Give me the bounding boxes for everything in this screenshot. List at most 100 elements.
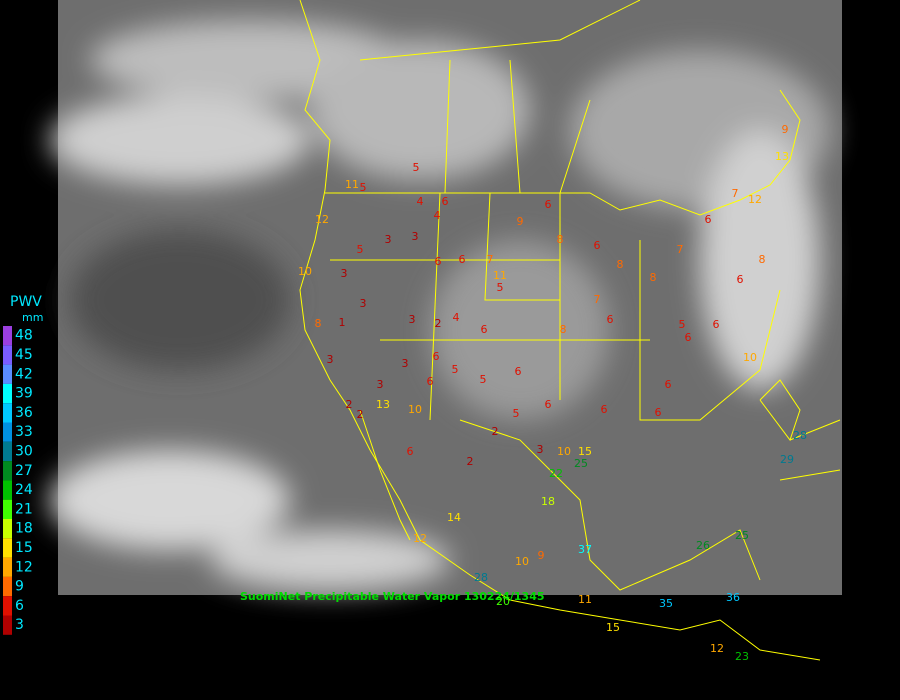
station-value: 2 — [492, 425, 499, 438]
boundaries — [299, 0, 841, 661]
station-value: 20 — [496, 595, 510, 608]
station-value: 11 — [578, 593, 592, 606]
legend-swatch — [3, 615, 12, 635]
station-value: 6 — [459, 253, 466, 266]
legend-swatch — [3, 480, 12, 500]
legend-label: 33 — [15, 424, 33, 440]
station-value: 6 — [433, 350, 440, 363]
station-value: 25 — [574, 457, 588, 470]
station-value: 18 — [541, 495, 555, 508]
station-value: 10 — [298, 265, 312, 278]
station-value: 6 — [601, 403, 608, 416]
station-value: 35 — [659, 597, 673, 610]
station-value: 6 — [545, 398, 552, 411]
legend-swatch — [3, 576, 12, 597]
station-value: 6 — [427, 375, 434, 388]
station-value: 6 — [737, 273, 744, 286]
legend-title: PWV — [10, 294, 42, 310]
legend-swatch — [3, 326, 12, 346]
clouds — [50, 20, 830, 590]
station-value: 3 — [402, 357, 409, 370]
station-value: 13 — [775, 150, 789, 163]
station-value: 3 — [385, 233, 392, 246]
legend-swatch — [3, 383, 12, 404]
station-value: 10 — [515, 555, 529, 568]
station-value: 7 — [487, 253, 494, 266]
station-value: 12 — [413, 532, 427, 545]
legend-swatch — [3, 499, 12, 519]
legend-label: 3 — [15, 617, 24, 633]
legend-label: 27 — [15, 463, 33, 479]
station-value: 9 — [517, 215, 524, 228]
station-value: 9 — [538, 549, 545, 562]
legend-label: 30 — [15, 443, 33, 459]
station-value: 10 — [743, 351, 757, 364]
station-value: 22 — [549, 467, 563, 480]
legend-label: 45 — [15, 347, 33, 363]
legend-unit: mm — [22, 311, 43, 324]
station-value: 2 — [467, 455, 474, 468]
station-value: 14 — [447, 511, 461, 524]
station-value: 5 — [480, 373, 487, 386]
station-value: 11 — [345, 178, 359, 191]
station-value: 29 — [780, 453, 794, 466]
station-value: 13 — [376, 398, 390, 411]
station-value: 3 — [409, 313, 416, 326]
station-value: 5 — [357, 243, 364, 256]
station-value: 6 — [407, 445, 414, 458]
station-value: 23 — [735, 650, 749, 663]
station-value: 28 — [474, 571, 488, 584]
legend-swatch — [3, 345, 12, 365]
station-value: 26 — [696, 539, 710, 552]
station-value: 7 — [677, 243, 684, 256]
station-value: 3 — [537, 443, 544, 456]
station-value: 2 — [435, 317, 442, 330]
station-value: 5 — [413, 161, 420, 174]
station-value: 5 — [497, 281, 504, 294]
station-value: 3 — [360, 297, 367, 310]
station-value: 15 — [578, 445, 592, 458]
station-value: 3 — [327, 353, 334, 366]
station-value: 25 — [735, 529, 749, 542]
legend-swatch — [3, 519, 12, 539]
station-value: 2 — [357, 408, 364, 421]
legend-swatch — [3, 557, 12, 577]
caption: SuomiNet Precipitable Water Vapor 130224… — [240, 590, 545, 603]
station-value: 5 — [360, 181, 367, 194]
station-value: 3 — [377, 378, 384, 391]
station-value: 6 — [607, 313, 614, 326]
station-value: 4 — [453, 311, 460, 324]
legend-swatch — [3, 422, 12, 442]
station-value: 5 — [513, 407, 520, 420]
station-value: 37 — [578, 543, 592, 556]
legend-label: 42 — [15, 366, 33, 382]
legend-label: 24 — [15, 482, 33, 498]
station-value: 12 — [315, 213, 329, 226]
station-value: 12 — [710, 642, 724, 655]
station-value: 8 — [759, 253, 766, 266]
station-value: 6 — [481, 323, 488, 336]
station-value: 36 — [726, 591, 740, 604]
legend-label: 15 — [15, 540, 33, 556]
legend-swatch — [3, 441, 12, 462]
station-value: 6 — [442, 195, 449, 208]
station-value: 7 — [594, 293, 601, 306]
station-value: 6 — [713, 318, 720, 331]
legend-label: 18 — [15, 521, 33, 537]
station-value: 10 — [408, 403, 422, 416]
station-value: 3 — [412, 230, 419, 243]
station-value: 3 — [341, 267, 348, 280]
station-value: 4 — [434, 209, 441, 222]
station-value: 11 — [493, 269, 507, 282]
station-value: 8 — [650, 271, 657, 284]
station-value: 8 — [557, 233, 564, 246]
station-value: 6 — [655, 406, 662, 419]
station-value: 8 — [315, 317, 322, 330]
station-value: 10 — [557, 445, 571, 458]
station-value: 8 — [560, 323, 567, 336]
legend-label: 48 — [15, 328, 33, 344]
station-value: 12 — [748, 193, 762, 206]
station-value: 6 — [705, 213, 712, 226]
